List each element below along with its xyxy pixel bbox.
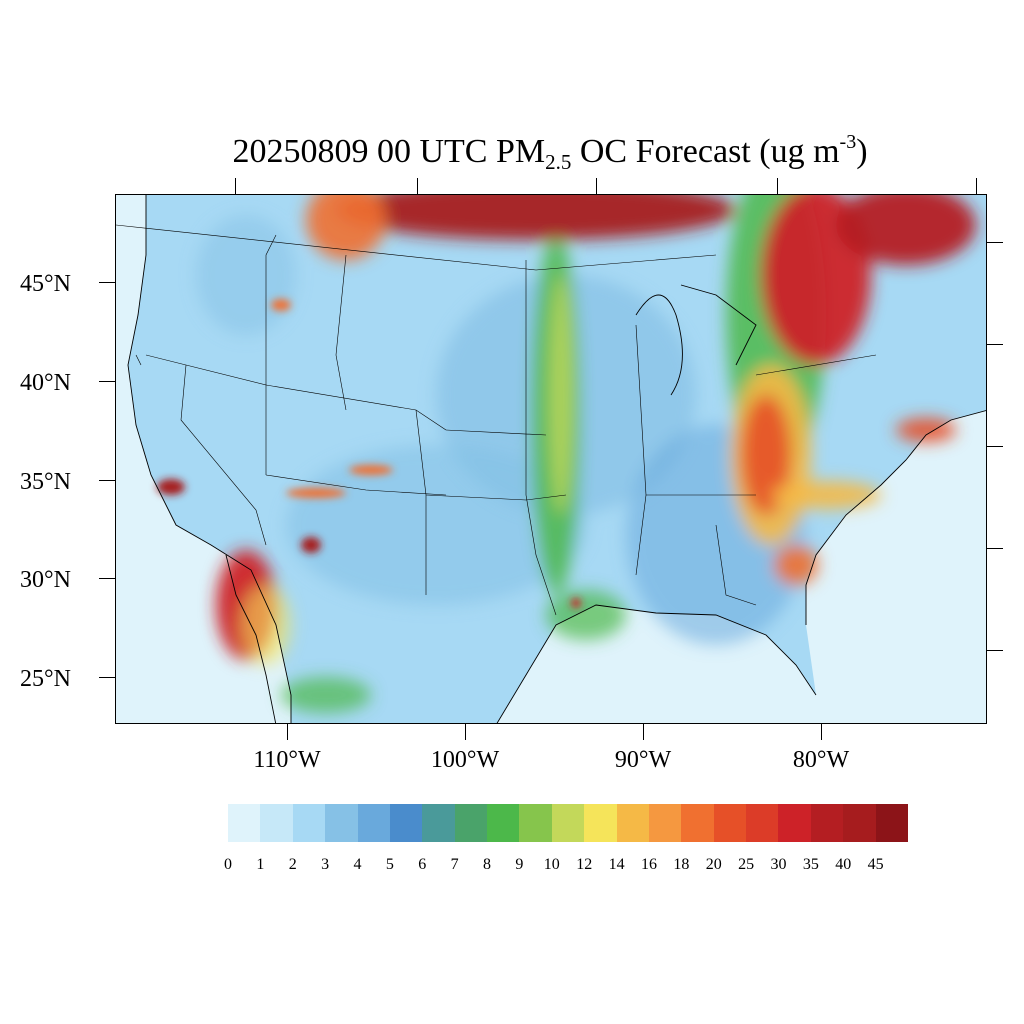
colorbar-label: 18 <box>673 856 690 873</box>
colorbar-swatch <box>875 804 908 842</box>
lat-tick <box>99 480 115 481</box>
map-svg <box>116 195 986 723</box>
colorbar-label: 7 <box>450 856 459 873</box>
colorbar-label: 9 <box>515 856 524 873</box>
lat-tick <box>99 381 115 382</box>
map-title: 20250809 00 UTC PM2.5 OC Forecast (ug m-… <box>232 131 868 174</box>
colorbar-swatch <box>357 804 390 842</box>
colorbar-swatch <box>519 804 552 842</box>
right-tick <box>987 446 1003 447</box>
colorbar-swatch <box>454 804 487 842</box>
top-tick <box>417 178 418 194</box>
fire-plumes <box>157 299 581 608</box>
lat-tick <box>99 578 115 579</box>
top-tick <box>235 178 236 194</box>
lat-label-40: 40°N <box>20 370 71 396</box>
coastlines <box>127 195 986 723</box>
lat-label-25: 25°N <box>20 666 71 692</box>
colorbar-swatch <box>778 804 811 842</box>
colorbar-label: 3 <box>321 856 330 873</box>
colorbar-swatch <box>648 804 682 842</box>
colorbar-swatch <box>389 804 423 842</box>
colorbar-swatch <box>681 804 714 842</box>
bottom-tick <box>465 724 466 740</box>
colorbar-label: 30 <box>770 856 787 873</box>
colorbar-swatch <box>616 804 649 842</box>
top-tick <box>976 178 977 194</box>
lat-label-45: 45°N <box>20 271 71 297</box>
colorbar-swatch <box>325 804 358 842</box>
bottom-tick <box>643 724 644 740</box>
bottom-tick <box>821 724 822 740</box>
colorbar-label: 10 <box>543 856 560 873</box>
top-tick <box>777 178 778 194</box>
colorbar-label: 40 <box>835 856 852 873</box>
right-tick <box>987 242 1003 243</box>
lon-label-80: 80°W <box>792 747 850 773</box>
bottom-tick <box>287 724 288 740</box>
colorbar-label: 12 <box>576 856 593 873</box>
colorbar-label: 25 <box>738 856 755 873</box>
colorbar-label: 5 <box>385 856 394 873</box>
colorbar-swatch <box>487 804 520 842</box>
colorbar-swatch <box>810 804 844 842</box>
lon-label-100: 100°W <box>430 747 500 773</box>
colorbar-swatch <box>713 804 746 842</box>
boundary-lines <box>116 224 877 616</box>
colorbar-swatch <box>292 804 326 842</box>
colorbar-swatch <box>260 804 293 842</box>
colorbar-label: 16 <box>640 856 657 873</box>
colorbar-label: 4 <box>353 856 362 873</box>
top-tick <box>596 178 597 194</box>
colorbar-swatch <box>843 804 876 842</box>
colorbar-label: 35 <box>802 856 819 873</box>
lon-label-90: 90°W <box>614 747 672 773</box>
lat-tick <box>99 677 115 678</box>
colorbar-label: 8 <box>483 856 492 873</box>
right-tick <box>987 344 1003 345</box>
colorbar-label: 6 <box>418 856 427 873</box>
colorbar-swatch <box>746 804 779 842</box>
lon-label-110: 110°W <box>253 747 321 773</box>
forecast-map <box>115 194 987 724</box>
colorbar-label: 1 <box>256 856 265 873</box>
lat-label-30: 30°N <box>20 567 71 593</box>
lat-label-35: 35°N <box>20 469 71 495</box>
colorbar-label: 20 <box>705 856 722 873</box>
colorbar-swatch <box>228 804 261 842</box>
lat-tick <box>99 282 115 283</box>
colorbar <box>228 804 908 842</box>
right-tick <box>987 650 1003 651</box>
colorbar-swatch <box>551 804 585 842</box>
colorbar-swatch <box>584 804 617 842</box>
right-tick <box>987 548 1003 549</box>
colorbar-label: 2 <box>288 856 297 873</box>
colorbar-label: 45 <box>867 856 884 873</box>
colorbar-swatch <box>422 804 455 842</box>
colorbar-label: 0 <box>224 856 232 873</box>
colorbar-label: 14 <box>608 856 625 873</box>
